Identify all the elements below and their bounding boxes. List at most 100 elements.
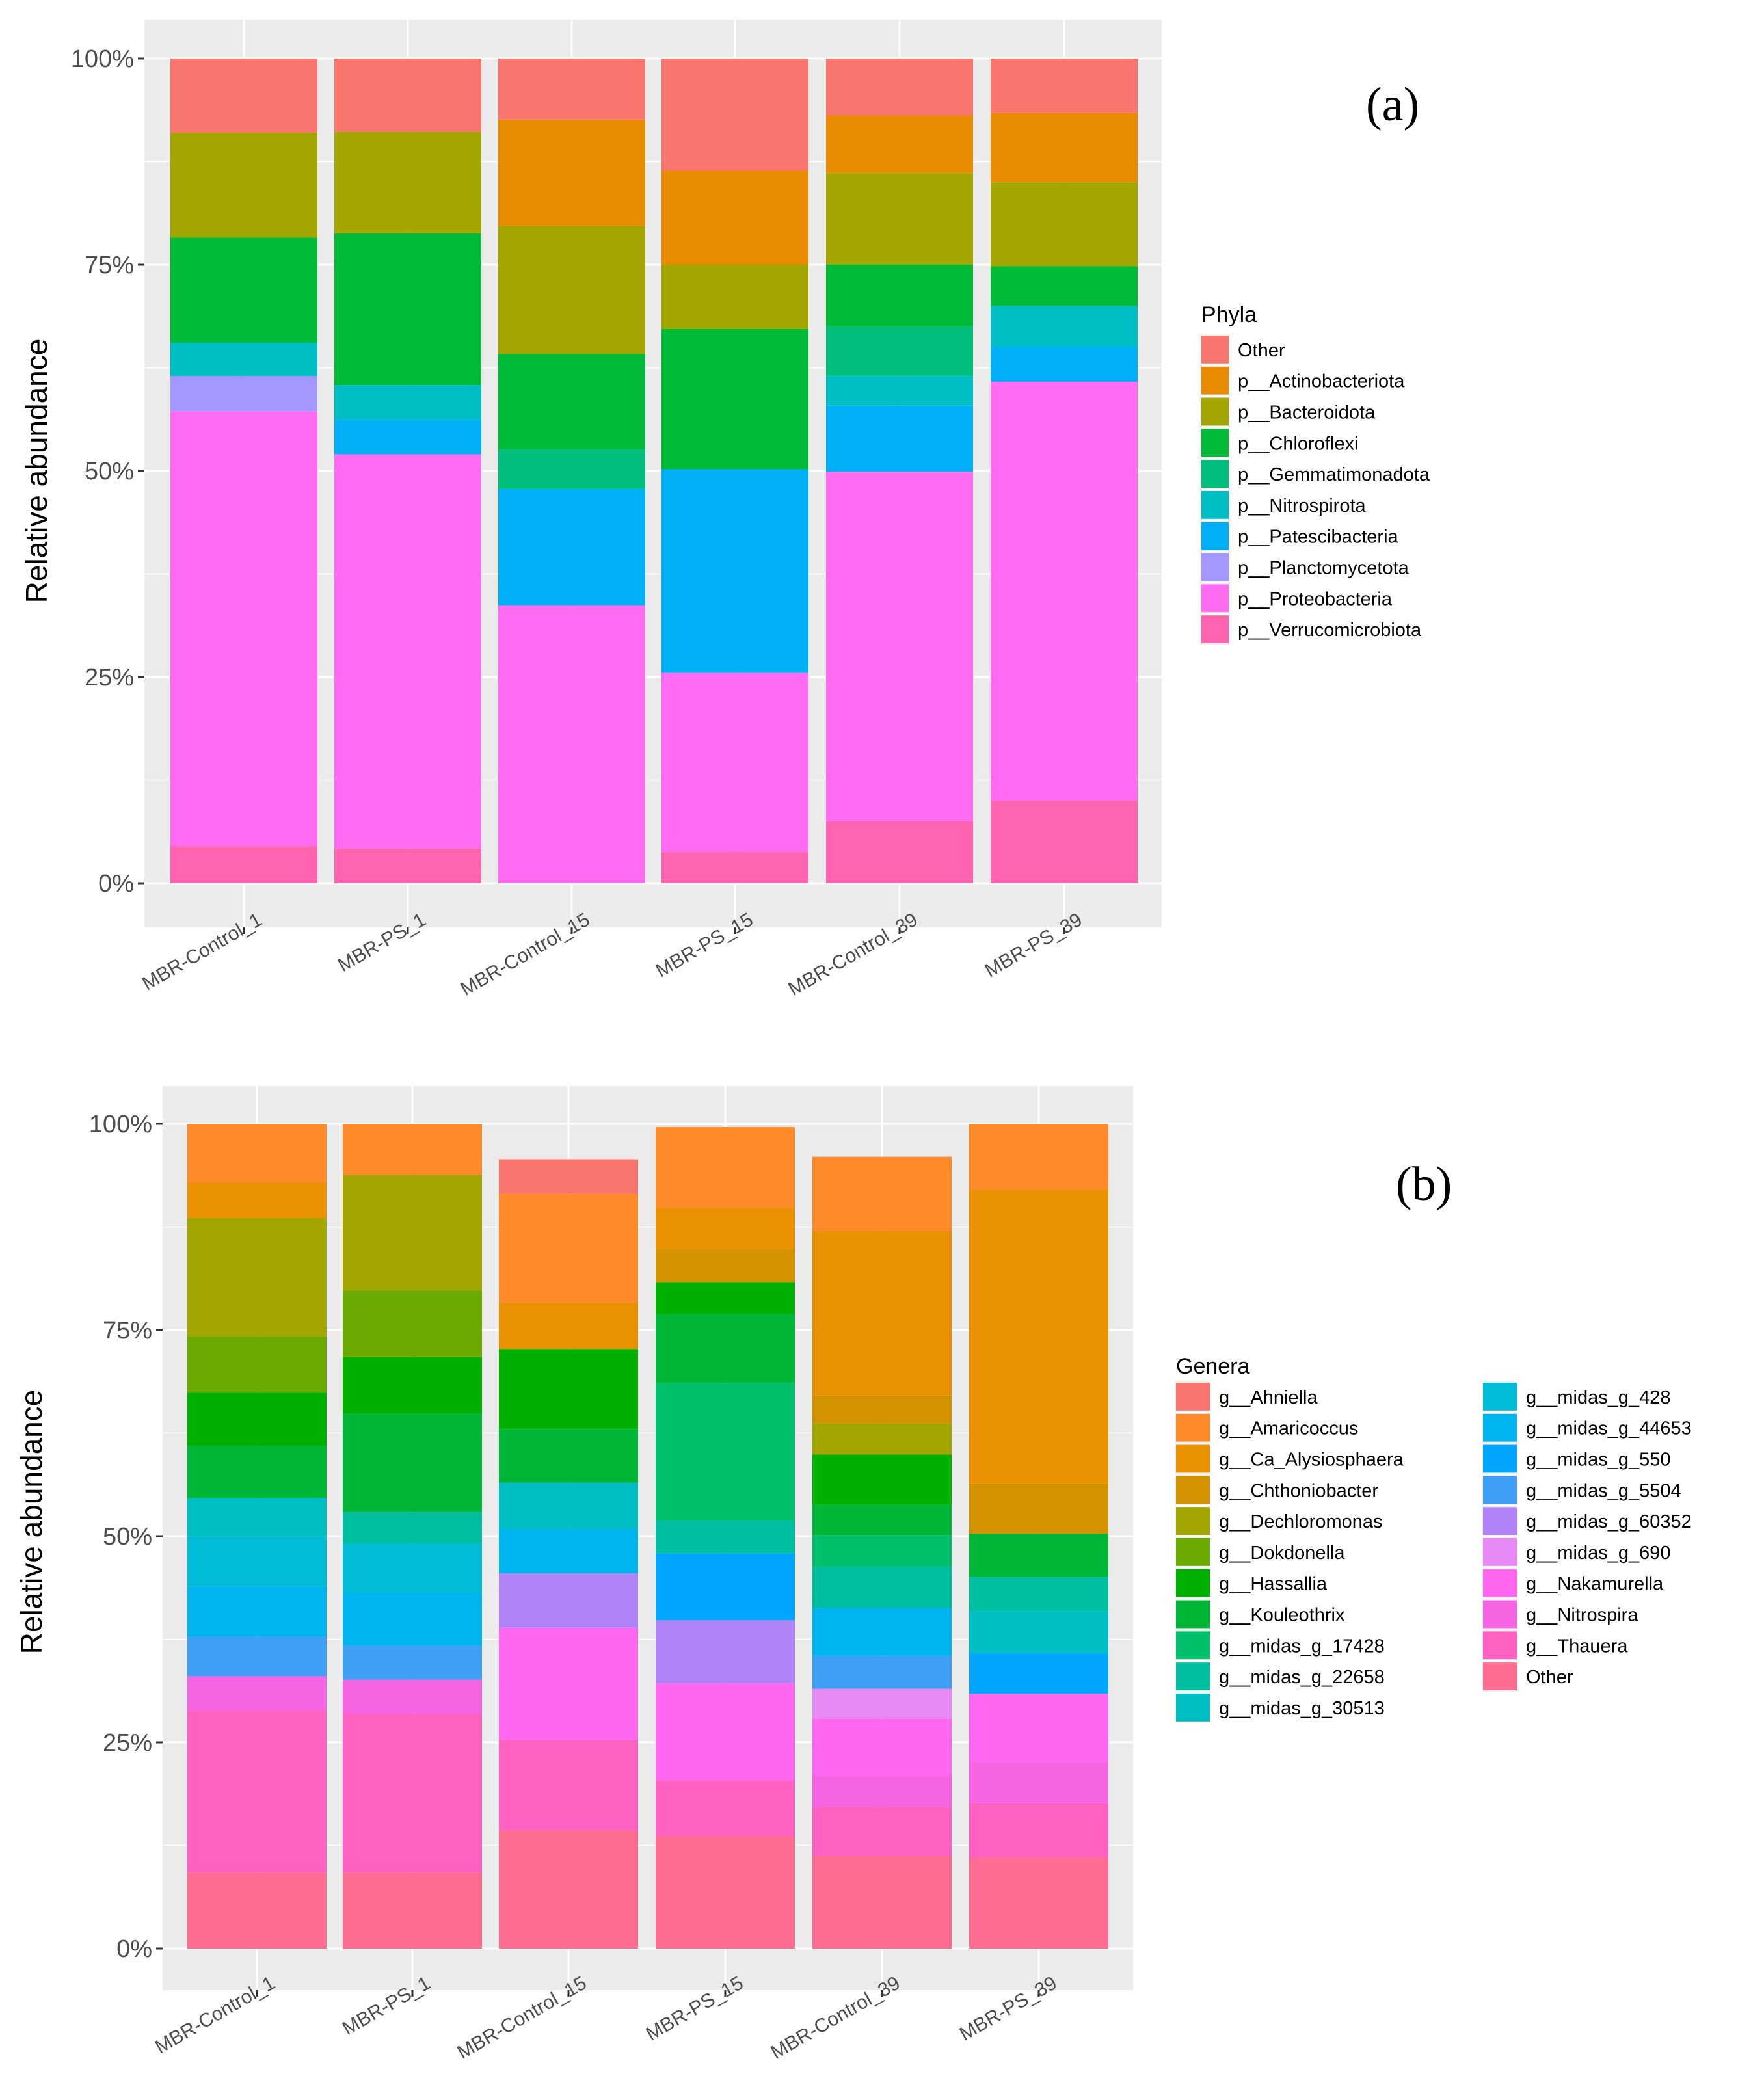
legend-swatch	[1483, 1662, 1517, 1690]
legend-swatch	[1483, 1538, 1517, 1566]
legend-item-g-nitrospira: g__Nitrospira	[1482, 1599, 1638, 1630]
bar-segment-p-bacteroidota	[662, 265, 808, 329]
bar-segment-p-patescibacteria	[334, 419, 481, 455]
bar-segment-g-amaricoccus	[499, 1193, 638, 1303]
legend-item-p-planctomycetota: p__Planctomycetota	[1200, 552, 1410, 583]
y-tick-label: 0%	[98, 870, 134, 898]
legend-item-p-gemmatimonadota: p__Gemmatimonadota	[1200, 459, 1430, 489]
bar-segment-p-verrucomicrobiota	[826, 821, 973, 883]
legend-label: p__Planctomycetota	[1238, 558, 1410, 579]
bar-segment-other	[656, 1836, 795, 1949]
legend-title: Genera	[1176, 1354, 1250, 1379]
bar-segment-g-ca-alysiosphaera	[969, 1189, 1108, 1484]
bar-segment-p-actinobacteriota	[498, 119, 645, 226]
bar-segment-g-midas-g-60352	[656, 1620, 795, 1683]
legend-item-g-midas-g-60352: g__midas_g_60352	[1482, 1506, 1692, 1536]
bar-segment-g-midas-g-550	[656, 1553, 795, 1621]
bar-segment-g-ca-alysiosphaera	[187, 1182, 327, 1218]
legend-label: g__Dechloromonas	[1219, 1511, 1382, 1532]
legend-label: g__Nakamurella	[1526, 1574, 1664, 1595]
legend-swatch	[1176, 1631, 1210, 1660]
bar-stack-mbr-ps-39	[969, 1124, 1108, 1949]
bar-segment-g-midas-g-5504	[187, 1636, 327, 1677]
legend-label: g__Chthoniobacter	[1219, 1480, 1378, 1501]
legend-swatch	[1201, 553, 1229, 581]
legend-swatch	[1201, 460, 1229, 488]
legend-item-g-ca-alysiosphaera: g__Ca_Alysiosphaera	[1175, 1443, 1404, 1474]
legend-swatch	[1176, 1476, 1210, 1504]
bar-stack-mbr-control-1	[187, 1124, 327, 1949]
y-tick-label: 50%	[85, 458, 134, 485]
bar-segment-g-midas-g-22658	[969, 1577, 1108, 1612]
bar-segment-other	[334, 59, 481, 132]
bar-segment-g-ca-alysiosphaera	[499, 1303, 638, 1350]
y-tick-label: 0%	[116, 1936, 152, 1963]
bar-segment-g-nitrospira	[812, 1776, 952, 1807]
bar-segment-g-nitrospira	[969, 1762, 1108, 1803]
legend-label: p__Chloroflexi	[1238, 433, 1358, 454]
legend-item-g-thauera: g__Thauera	[1482, 1630, 1628, 1661]
bar-stack-mbr-control-39	[826, 59, 973, 883]
legend-item-g-chthoniobacter: g__Chthoniobacter	[1175, 1474, 1378, 1506]
bar-segment-p-chloroflexi	[662, 328, 808, 470]
legend-item-g-hassallia: g__Hassallia	[1175, 1567, 1328, 1599]
legend-swatch	[1483, 1600, 1517, 1629]
bar-segment-g-hassallia	[812, 1454, 952, 1505]
legend-item-p-verrucomicrobiota: p__Verrucomicrobiota	[1200, 614, 1422, 645]
y-tick-label: 75%	[103, 1317, 152, 1344]
legend-swatch	[1201, 366, 1229, 395]
bar-segment-g-midas-g-44653	[499, 1528, 638, 1574]
legend-item-p-patescibacteria: p__Patescibacteria	[1200, 520, 1399, 552]
bar-segment-other	[499, 1830, 638, 1949]
bar-segment-g-chthoniobacter	[812, 1395, 952, 1424]
legend: Genera g__Ahniella g__Amaricoccus g__Ca_Aly…	[1175, 1354, 1692, 1723]
bar-stack-mbr-control-15	[498, 59, 645, 883]
legend-swatch	[1483, 1507, 1517, 1535]
bar-segment-g-dechloromonas	[187, 1218, 327, 1337]
legend-label: p__Nitrospirota	[1238, 496, 1367, 516]
y-axis-ticks: 0% 25% 50% 75% 100%	[89, 1111, 163, 1963]
legend-item-g-ahniella: g__Ahniella	[1175, 1381, 1318, 1412]
bar-segment-g-thauera	[343, 1713, 482, 1873]
legend-item-g-midas-g-30513: g__midas_g_30513	[1175, 1692, 1385, 1723]
bar-segment-g-thauera	[499, 1740, 638, 1831]
bar-segment-p-verrucomicrobiota	[662, 851, 808, 883]
legend-swatch	[1483, 1444, 1517, 1473]
legend-item-other: Other	[1482, 1661, 1573, 1692]
bar-segment-g-midas-g-44653	[187, 1586, 327, 1637]
bar-segment-g-nakamurella	[656, 1683, 795, 1781]
legend-item-g-midas-g-44653: g__midas_g_44653	[1482, 1412, 1692, 1443]
bar-segment-g-thauera	[187, 1710, 327, 1873]
legend-item-p-bacteroidota: p__Bacteroidota	[1200, 396, 1376, 427]
bar-segment-p-actinobacteriota	[826, 115, 973, 174]
bar-segment-g-amaricoccus	[343, 1124, 482, 1175]
bar-segment-other	[991, 59, 1138, 113]
legend-label: p__Bacteroidota	[1238, 403, 1376, 423]
legend-swatch	[1201, 584, 1229, 613]
bar-segment-p-patescibacteria	[498, 488, 645, 606]
bar-segment-p-verrucomicrobiota	[170, 845, 317, 883]
bar-segment-p-chloroflexi	[498, 353, 645, 450]
bar-segment-p-chloroflexi	[170, 237, 317, 343]
legend-swatch	[1176, 1507, 1210, 1535]
bar-segment-g-ahniella	[499, 1159, 638, 1194]
legend-item-g-midas-g-17428: g__midas_g_17428	[1175, 1630, 1385, 1661]
bar-segment-other	[969, 1857, 1108, 1949]
bar-segment-p-gemmatimonadota	[498, 449, 645, 489]
bar-segment-p-verrucomicrobiota	[334, 848, 481, 883]
legend-label: g__Kouleothrix	[1219, 1605, 1345, 1626]
legend-label: Other	[1526, 1667, 1573, 1688]
bar-segment-p-nitrospirota	[170, 343, 317, 377]
bar-segment-other	[812, 1856, 952, 1949]
bar-segment-g-ca-alysiosphaera	[656, 1208, 795, 1249]
bar-segment-g-dechloromonas	[343, 1175, 482, 1291]
bar-segment-other	[187, 1872, 327, 1949]
bar-segment-g-midas-g-17428	[656, 1383, 795, 1521]
bar-segment-p-bacteroidota	[498, 226, 645, 354]
bar-stack-mbr-ps-1	[343, 1124, 482, 1949]
legend-swatch	[1201, 615, 1229, 643]
bar-stack-mbr-ps-39	[991, 59, 1138, 883]
legend-item-g-midas-g-550: g__midas_g_550	[1482, 1443, 1671, 1474]
bar-segment-p-proteobacteria	[991, 382, 1138, 801]
